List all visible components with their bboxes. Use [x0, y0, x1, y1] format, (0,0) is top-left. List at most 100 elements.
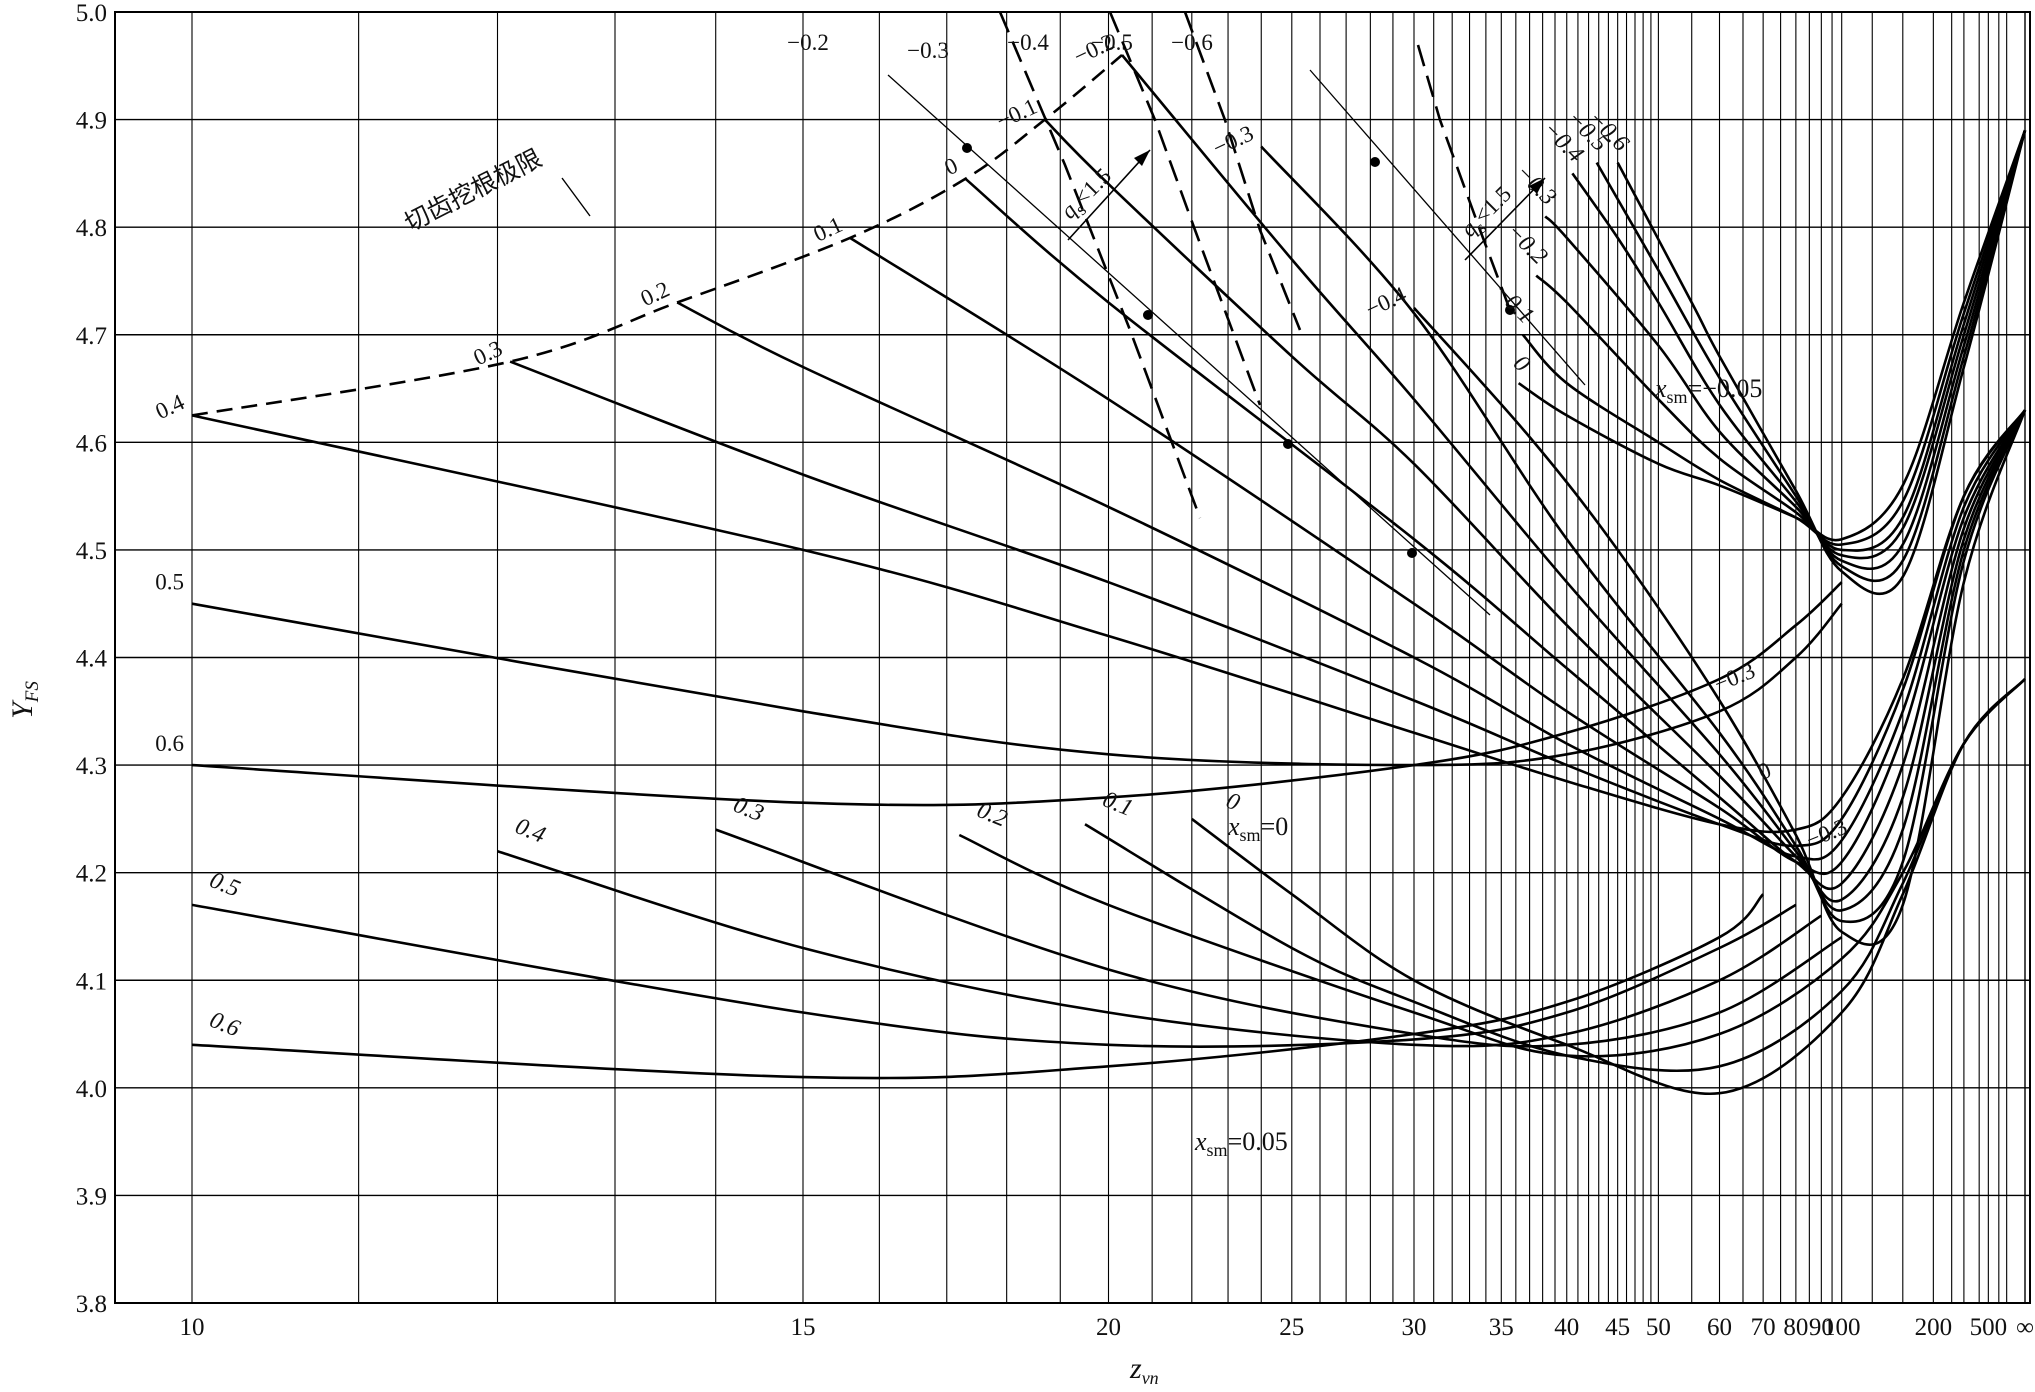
right-curve-label: −0.3: [1711, 658, 1759, 697]
top-curve-label: −0.4: [1007, 30, 1049, 55]
curve-label: 0.4: [151, 389, 188, 424]
family-label-xsm0: xsm=0: [1227, 812, 1288, 845]
y-tick-label: 4.4: [76, 646, 108, 673]
curve-xsm-neg005-0.2: [676, 301, 2027, 861]
undercut-limit-label: 切齿挖根极限: [400, 143, 547, 237]
x-tick-label: 15: [791, 1314, 816, 1341]
curve-xsm005-0.4: [497, 849, 1823, 1048]
curves: [191, 11, 2027, 1096]
x-tick-label: 60: [1707, 1314, 1732, 1341]
qs-marker-dot: [1283, 439, 1293, 449]
curve-label: −0.4: [1362, 282, 1411, 323]
qs-marker-dot: [1505, 305, 1515, 315]
x-tick-label: 40: [1554, 1314, 1579, 1341]
curve-xsm005-0.2: [958, 678, 2026, 1058]
curve-xsm005-0.6: [191, 893, 1765, 1080]
qs-marker-dot: [1407, 548, 1417, 558]
top-curve-label: −0.2: [787, 30, 829, 55]
x-tick-label: 25: [1279, 1314, 1304, 1341]
right-curve-label: 0: [1755, 757, 1775, 784]
curve-label: 0: [941, 153, 962, 181]
curve-xsm-neg005-0.1: [849, 236, 2027, 876]
curve-label: 0.6: [155, 731, 184, 756]
y-tick-label: 4.7: [76, 323, 107, 350]
qs-boundary-dashed: [1416, 44, 1512, 311]
qs-marker-dot: [962, 143, 972, 153]
curve-upper-−0.5: [1595, 129, 2027, 583]
qs-helper-line: [1309, 69, 1586, 386]
plot-frame: [114, 11, 2031, 1304]
qs-boundary-dashed: [1183, 11, 1302, 331]
y-tick-label: 4.5: [76, 538, 107, 565]
qs-marker-dot: [1143, 310, 1153, 320]
curve-upper-−0.1: [1521, 129, 2027, 546]
qs-boundary-dashed: [1108, 11, 1262, 406]
curve-xsm0-0.6: [191, 581, 1843, 807]
x-tick-label: 10: [180, 1314, 205, 1341]
qs-boundary-dashed: [998, 11, 1202, 519]
curve-label: −0.1: [1488, 278, 1539, 329]
x-tick-label: 200: [1915, 1314, 1953, 1341]
curve-label: 0.5: [155, 570, 184, 595]
y-tick-label: 4.3: [76, 753, 107, 780]
qs-arrow: [1464, 177, 1546, 261]
curve-xsm005-0: [1191, 678, 2026, 1096]
qs-helper-line: [887, 74, 1491, 616]
curve-label: 0.6: [206, 1007, 244, 1042]
y-tick-label: 4.9: [76, 108, 107, 135]
axes: 3.8 3.9 4.0 4.1 4.2 4.3 4.4 4.5 4.6 4.7 4.8 4.9 5.0 1…: [6, 0, 2034, 1388]
curve-xsm005-0.1: [1084, 678, 2026, 1073]
y-tick-label: 4.8: [76, 215, 107, 242]
qs-marker-dot: [1370, 157, 1380, 167]
curve-label: 0.3: [470, 336, 507, 371]
curve-xsm-neg005-0: [964, 177, 2027, 891]
y-tick-label: 4.0: [76, 1076, 107, 1103]
curve-label: 0.1: [1099, 786, 1137, 821]
x-tick-label: 500: [1970, 1314, 2008, 1341]
x-tick-label: 30: [1402, 1314, 1427, 1341]
y-tick-label: 4.6: [76, 430, 107, 457]
curve-xsm005-0.5: [191, 903, 1797, 1048]
undercut-leader: [561, 177, 591, 217]
curve-label: −0.3: [1209, 120, 1257, 160]
y-tick-label: 4.1: [76, 968, 107, 995]
x-tick-label: 20: [1096, 1314, 1121, 1341]
curve-xsm005-0.3: [715, 828, 1843, 1048]
x-tick-label: 35: [1489, 1314, 1514, 1341]
top-curve-label: −0.6: [1171, 30, 1213, 55]
curve-label: −0.1: [993, 93, 1041, 133]
y-tick-label: 4.2: [76, 861, 107, 888]
curve-label: 0.3: [730, 792, 768, 827]
x-tick-label: 80: [1783, 1314, 1808, 1341]
x-tick-label: 50: [1646, 1314, 1671, 1341]
y-axis-title: YFS: [6, 681, 43, 719]
x-tick-label: 90: [1809, 1314, 1834, 1341]
family-label-xsm-neg005: xsm=−0.05: [1654, 374, 1762, 407]
curve-label: 0.4: [511, 813, 549, 848]
labels: 0.40.30.20.10−0.1−0.2−0.3−0.40−0.1−0.2−0…: [151, 29, 1850, 1160]
y-tick-label: 5.0: [76, 0, 107, 27]
top-curve-label: −0.3: [907, 38, 949, 63]
y-tick-label: 3.8: [76, 1291, 107, 1318]
qs-arrowhead: [1134, 150, 1150, 166]
curve-xsm-neg005-−0.1: [1043, 118, 2027, 903]
curve-upper-−0.6: [1616, 129, 2027, 596]
y-tick-label: 3.9: [76, 1183, 107, 1210]
curve-label: 0: [1508, 351, 1535, 378]
top-curve-label: −0.5: [1091, 30, 1133, 55]
curve-xsm-neg005-−0.3: [1260, 145, 2027, 924]
curve-label: −0.2: [1501, 219, 1552, 270]
curve-xsm-neg005-−0.2: [1120, 54, 2027, 912]
x-tick-label: 70: [1751, 1314, 1776, 1341]
curve-xsm-neg005-−0.4: [1413, 307, 2027, 946]
family-label-xsm005: xsm=0.05: [1194, 1127, 1288, 1160]
x-tick-label: 100: [1823, 1314, 1861, 1341]
x-tick-label: 45: [1605, 1314, 1630, 1341]
x-tick-label: ∞: [2016, 1314, 2034, 1341]
x-axis-title: zvn: [1129, 1352, 1159, 1388]
qs-arrow: [1067, 149, 1151, 241]
curve-xsm-neg005-0.3: [509, 360, 2027, 848]
curve-xsm-neg005-0.4: [191, 409, 2027, 834]
curve-xsm0-0.5: [191, 602, 1843, 767]
